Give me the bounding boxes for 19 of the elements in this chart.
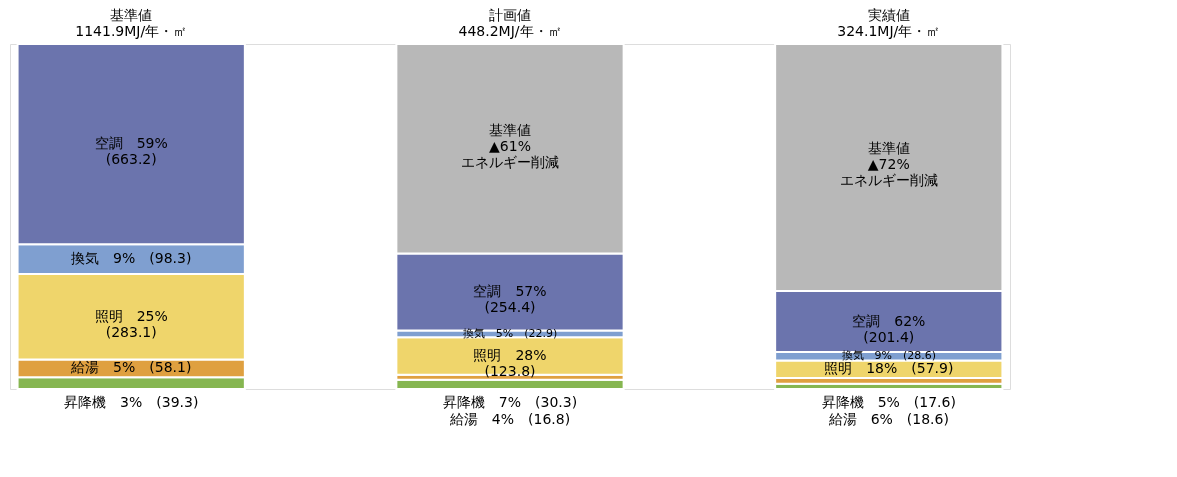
data-label: 給湯 6% (18.6): [827, 411, 949, 427]
data-label: 照明 25% (283.1): [94, 307, 168, 340]
data-label: 換気 9% (98.3): [71, 250, 192, 267]
data-label: 照明 18% (57.9): [824, 360, 954, 377]
data-label: 換気 5% (22.9): [462, 326, 558, 340]
data-label: 昇降機 7% (30.3): [442, 394, 578, 410]
x-tick-label: 実績値 324.1MJ/年・㎡: [837, 6, 941, 39]
x-tick-label: 計画値 448.2MJ/年・㎡: [458, 6, 562, 39]
annotation: 基準値 ▲61% エネルギー削減: [461, 121, 559, 170]
data-label: 昇降機 5% (17.6): [821, 394, 956, 410]
data-label: 昇降機 3% (39.3): [64, 394, 199, 410]
data-label: 給湯 4% (16.8): [448, 411, 571, 427]
data-label: 換気 9% (28.6): [841, 349, 937, 363]
data-label: 空調 57% (254.4): [473, 283, 547, 316]
data-label: 空調 62% (201.4): [852, 312, 926, 345]
data-label: 空調 59% (663.2): [94, 135, 168, 168]
x-tick-label: 基準値 1141.9MJ/年・㎡: [75, 6, 188, 39]
data-label: 給湯 5% (58.1): [70, 359, 192, 376]
annotation: 基準値 ▲72% エネルギー削減: [839, 140, 938, 189]
